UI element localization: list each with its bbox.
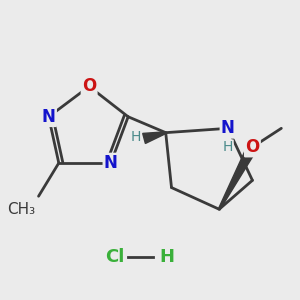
Text: CH₃: CH₃ bbox=[8, 202, 36, 217]
Text: N: N bbox=[104, 154, 118, 172]
Polygon shape bbox=[218, 145, 257, 210]
Text: N: N bbox=[42, 108, 56, 126]
Polygon shape bbox=[143, 132, 166, 143]
Text: H: H bbox=[223, 140, 233, 154]
Text: O: O bbox=[245, 138, 260, 156]
Text: N: N bbox=[221, 119, 235, 137]
Text: H: H bbox=[160, 248, 175, 266]
Text: O: O bbox=[82, 77, 96, 95]
Text: Cl: Cl bbox=[106, 248, 125, 266]
Text: H: H bbox=[131, 130, 141, 144]
